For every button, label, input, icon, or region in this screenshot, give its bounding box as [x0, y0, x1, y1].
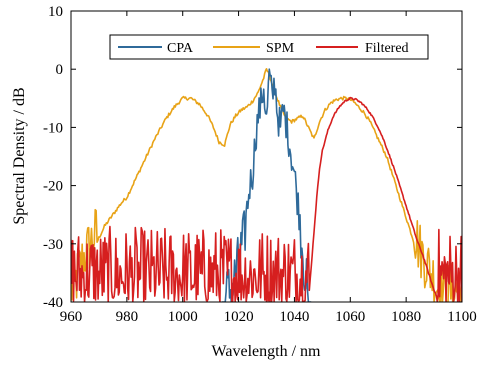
series-line-spm [71, 68, 462, 302]
x-tick-label: 980 [116, 309, 139, 325]
y-tick-label: 10 [48, 4, 63, 20]
legend-label-filtered: Filtered [365, 41, 409, 56]
x-tick-label: 1100 [447, 309, 476, 325]
legend-box [109, 34, 429, 60]
x-tick-label: 1040 [279, 309, 309, 325]
x-tick-label: 1020 [224, 309, 254, 325]
legend-label-spm: SPM [266, 41, 295, 56]
x-tick-label: 1080 [391, 309, 421, 325]
y-tick-label: 0 [56, 62, 64, 78]
y-tick-label: -30 [43, 237, 63, 253]
x-tick-label: 960 [60, 309, 83, 325]
y-tick-label: -10 [43, 120, 63, 136]
ticks-layer: 960 980 1000 1020 1040 1060 1080 1100 -40 -30 -20 -… [43, 4, 477, 325]
y-tick-label: -40 [43, 295, 63, 311]
y-tick-label: -20 [43, 179, 63, 195]
legend: CPA SPM Filtered [109, 34, 429, 60]
x-tick-label: 1000 [168, 309, 198, 325]
series-line-filtered [71, 96, 462, 302]
y-axis-label: Spectral Density / dB [11, 87, 28, 224]
x-tick-label: 1060 [335, 309, 365, 325]
legend-label-cpa: CPA [167, 41, 194, 56]
plot-frame [70, 10, 463, 303]
series-layer [71, 68, 462, 302]
x-axis-label: Wavelength / nm [212, 343, 321, 360]
